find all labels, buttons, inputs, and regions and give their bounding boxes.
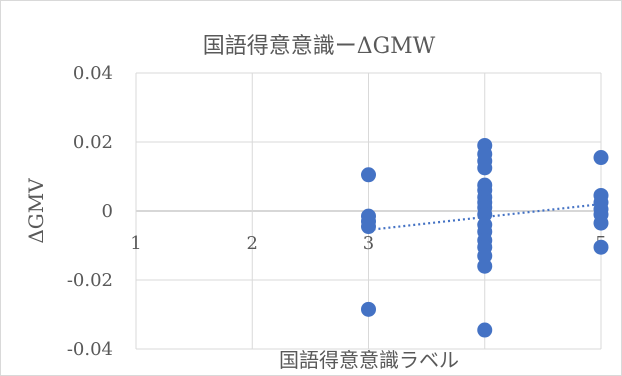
y-tick-label: 0: [102, 201, 113, 222]
data-point: [477, 248, 493, 264]
x-tick-label: 1: [130, 233, 141, 254]
y-tick-label: 0.04: [73, 63, 113, 84]
data-point: [361, 301, 376, 317]
y-axis-title: ΔGMV: [24, 178, 48, 244]
y-tick-label: -0.04: [67, 339, 113, 360]
data-point: [477, 258, 493, 274]
data-point: [593, 239, 609, 255]
x-tick-label: 2: [247, 233, 258, 254]
y-tick-labels: 0.04 0.02 0 -0.02 -0.04: [67, 63, 113, 360]
x-tick-label: 3: [363, 233, 374, 254]
y-tick-label: -0.02: [67, 270, 113, 291]
data-points: [361, 137, 609, 338]
data-point: [593, 215, 609, 231]
data-point: [477, 322, 493, 338]
data-point: [361, 219, 376, 235]
x-tick-labels: 12345: [130, 233, 606, 254]
data-point: [477, 206, 493, 222]
chart-title: 国語得意意識ーΔGMW: [203, 34, 436, 59]
data-point: [593, 150, 609, 166]
y-tick-label: 0.02: [73, 132, 113, 153]
x-axis-title: 国語得意意識ラベル: [279, 348, 459, 372]
data-point: [361, 167, 376, 183]
data-point: [477, 160, 493, 176]
